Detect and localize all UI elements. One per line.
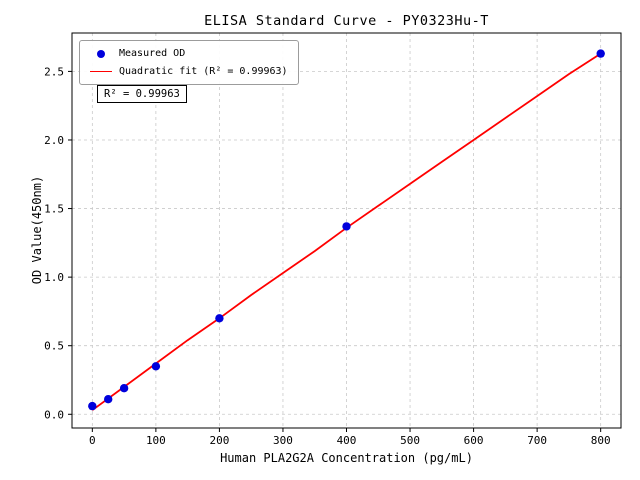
data-point xyxy=(215,314,224,323)
x-tick-label: 400 xyxy=(337,434,357,447)
y-tick-label: 0.5 xyxy=(44,340,64,353)
legend: Measured OD Quadratic fit (R² = 0.99963) xyxy=(79,40,299,85)
legend-handle xyxy=(90,49,112,58)
x-tick-label: 200 xyxy=(209,434,229,447)
x-tick-label: 100 xyxy=(146,434,166,447)
y-tick-label: 1.5 xyxy=(44,203,64,216)
x-tick-label: 700 xyxy=(527,434,547,447)
data-point xyxy=(104,395,113,404)
measured-od-points xyxy=(88,49,605,411)
legend-item-measured-od: Measured OD xyxy=(90,46,288,61)
data-point xyxy=(151,362,161,371)
data-point xyxy=(596,49,605,58)
y-tick-label: 2.0 xyxy=(44,134,64,147)
x-axis-label: Human PLA2G2A Concentration (pg/mL) xyxy=(220,451,473,465)
legend-item-quadratic-fit: Quadratic fit (R² = 0.99963) xyxy=(90,64,288,79)
legend-handle xyxy=(90,71,112,72)
quadratic-fit-marker-icon xyxy=(90,71,112,72)
x-tick-label: 600 xyxy=(464,434,484,447)
y-tick-label: 2.5 xyxy=(44,65,64,78)
y-tick-label: 1.0 xyxy=(44,271,64,284)
r-squared-annotation: R² = 0.99963 xyxy=(97,85,187,103)
legend-label-quadratic-fit: Quadratic fit (R² = 0.99963) xyxy=(119,66,288,77)
x-tick-label: 0 xyxy=(89,434,96,447)
data-point xyxy=(119,384,129,393)
y-tick-label: 0.0 xyxy=(44,408,64,421)
data-point xyxy=(88,401,97,411)
x-axis-ticks: 0 100 200 300 400 500 600 700 800 xyxy=(89,428,611,447)
chart-title: ELISA Standard Curve - PY0323Hu-T xyxy=(204,13,489,29)
legend-label-measured-od: Measured OD xyxy=(119,48,186,59)
y-axis-label: OD Value(450nm) xyxy=(30,175,44,285)
x-tick-label: 500 xyxy=(400,434,420,447)
x-tick-label: 300 xyxy=(273,434,293,447)
x-tick-label: 800 xyxy=(591,434,611,447)
data-point xyxy=(342,222,351,231)
y-axis-ticks: 0.0 0.5 1.0 1.5 2.0 2.5 xyxy=(44,65,72,421)
measured-od-marker-icon xyxy=(97,49,105,58)
